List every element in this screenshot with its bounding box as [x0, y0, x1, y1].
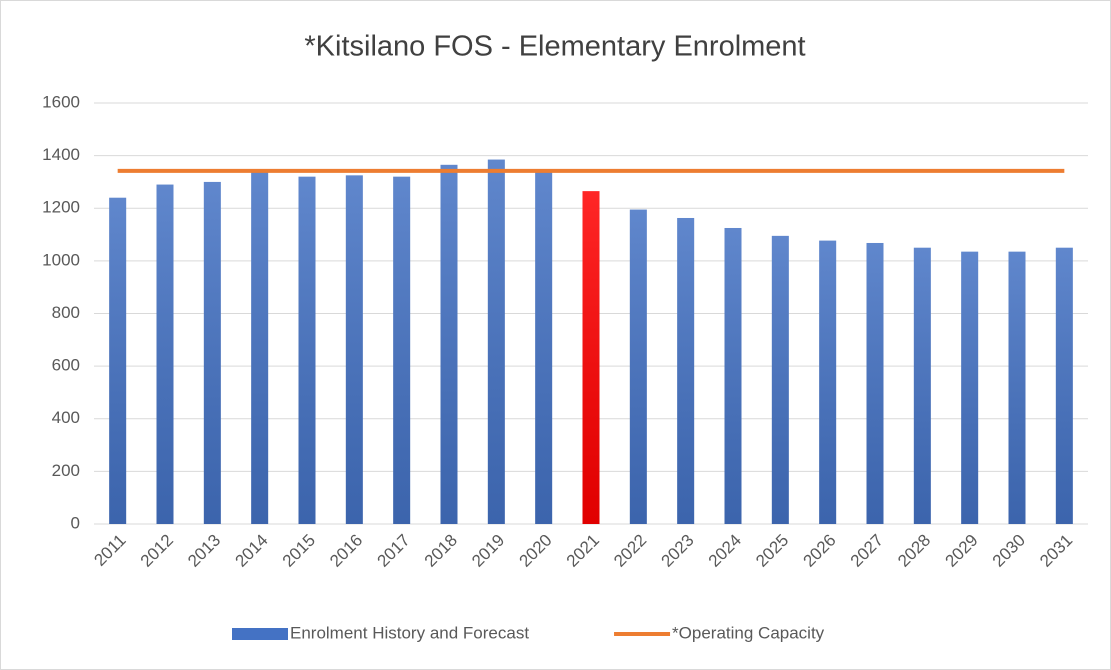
bar-shade: [487, 159, 505, 524]
bar-shade: [203, 181, 221, 524]
y-tick-label: 1600: [42, 92, 80, 111]
bar-shade: [913, 247, 931, 524]
y-tick-label: 800: [52, 303, 80, 322]
bar-shade: [1008, 251, 1026, 524]
y-tick-label: 600: [52, 356, 80, 375]
bar-shade: [771, 235, 789, 525]
bar-shade: [156, 184, 174, 524]
bar-shade: [724, 227, 742, 524]
bar-shade: [582, 191, 600, 524]
y-tick-label: 1000: [42, 250, 80, 269]
y-tick-label: 200: [52, 461, 80, 480]
legend-label: *Operating Capacity: [672, 623, 825, 642]
y-tick-label: 1400: [42, 145, 80, 164]
bar-shade: [298, 176, 316, 525]
chart-title: *Kitsilano FOS - Elementary Enrolment: [304, 31, 805, 63]
bar-shade: [535, 171, 553, 524]
bar-shade: [1055, 247, 1073, 524]
y-tick-label: 0: [71, 513, 80, 532]
bar-shade: [393, 176, 411, 525]
bar-shade: [629, 209, 647, 525]
legend-swatch: [232, 628, 288, 640]
bar-shade: [819, 240, 837, 524]
bar-shade: [440, 164, 458, 524]
bar-shade: [345, 175, 363, 524]
y-tick-label: 1200: [42, 198, 80, 217]
bar-shade: [109, 197, 127, 524]
bar-shade: [961, 251, 979, 524]
legend-label: Enrolment History and Forecast: [290, 623, 529, 642]
y-tick-label: 400: [52, 408, 80, 427]
bar-shade: [251, 171, 269, 524]
bar-shade: [677, 217, 695, 524]
bar-shade: [866, 242, 884, 525]
